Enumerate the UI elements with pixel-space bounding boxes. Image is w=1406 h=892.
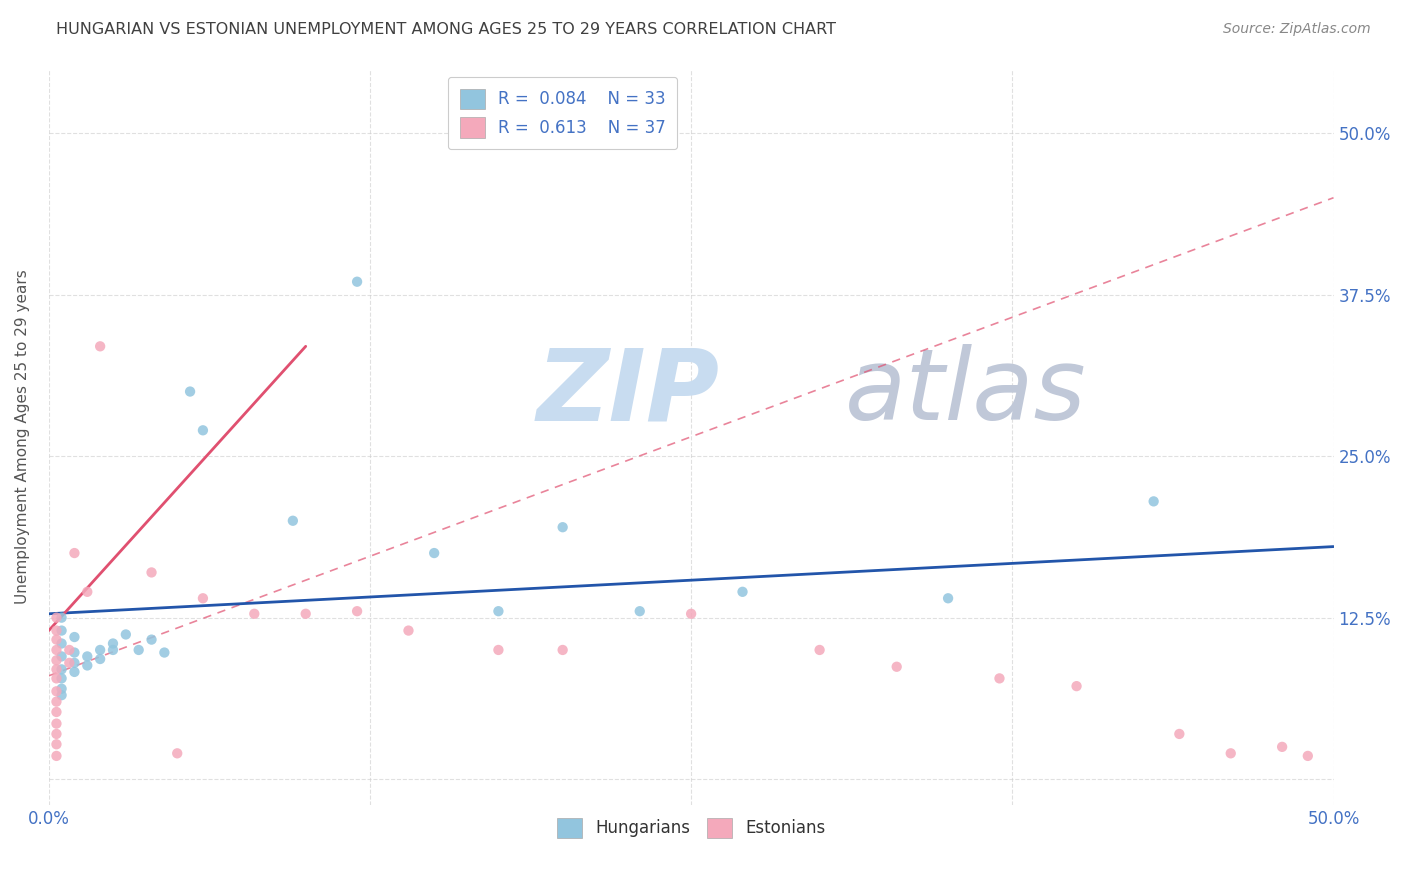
- Point: [63, 546, 86, 560]
- Point: [179, 384, 201, 399]
- Point: [58, 643, 80, 657]
- Point: [243, 607, 266, 621]
- Point: [128, 643, 150, 657]
- Point: [51, 688, 73, 702]
- Point: [294, 607, 316, 621]
- Point: [153, 646, 176, 660]
- Point: [45, 662, 67, 676]
- Point: [936, 591, 959, 606]
- Point: [191, 591, 214, 606]
- Point: [141, 566, 163, 580]
- Text: ZIP: ZIP: [537, 344, 720, 441]
- Point: [45, 610, 67, 624]
- Point: [45, 672, 67, 686]
- Point: [1271, 739, 1294, 754]
- Point: [45, 695, 67, 709]
- Point: [76, 649, 98, 664]
- Point: [423, 546, 446, 560]
- Point: [51, 662, 73, 676]
- Point: [191, 423, 214, 437]
- Point: [45, 716, 67, 731]
- Text: HUNGARIAN VS ESTONIAN UNEMPLOYMENT AMONG AGES 25 TO 29 YEARS CORRELATION CHART: HUNGARIAN VS ESTONIAN UNEMPLOYMENT AMONG…: [56, 22, 837, 37]
- Point: [51, 610, 73, 624]
- Point: [808, 643, 831, 657]
- Point: [101, 643, 124, 657]
- Point: [45, 653, 67, 667]
- Point: [63, 630, 86, 644]
- Point: [398, 624, 420, 638]
- Point: [1066, 679, 1088, 693]
- Point: [51, 624, 73, 638]
- Point: [1143, 494, 1166, 508]
- Point: [45, 643, 67, 657]
- Point: [89, 652, 111, 666]
- Point: [45, 727, 67, 741]
- Point: [551, 643, 574, 657]
- Point: [51, 636, 73, 650]
- Point: [45, 632, 67, 647]
- Point: [76, 658, 98, 673]
- Point: [76, 584, 98, 599]
- Point: [45, 705, 67, 719]
- Point: [681, 607, 703, 621]
- Point: [114, 627, 136, 641]
- Point: [486, 643, 509, 657]
- Point: [988, 672, 1011, 686]
- Point: [1168, 727, 1191, 741]
- Point: [101, 636, 124, 650]
- Legend: Hungarians, Estonians: Hungarians, Estonians: [550, 811, 832, 845]
- Point: [63, 665, 86, 679]
- Point: [346, 275, 368, 289]
- Y-axis label: Unemployment Among Ages 25 to 29 years: Unemployment Among Ages 25 to 29 years: [15, 269, 30, 604]
- Point: [731, 584, 754, 599]
- Point: [58, 656, 80, 670]
- Point: [51, 681, 73, 696]
- Point: [89, 339, 111, 353]
- Point: [45, 684, 67, 698]
- Point: [63, 646, 86, 660]
- Point: [551, 520, 574, 534]
- Point: [1219, 747, 1241, 761]
- Point: [166, 747, 188, 761]
- Point: [51, 649, 73, 664]
- Point: [486, 604, 509, 618]
- Point: [63, 656, 86, 670]
- Point: [628, 604, 651, 618]
- Point: [886, 659, 908, 673]
- Point: [89, 643, 111, 657]
- Point: [51, 672, 73, 686]
- Point: [346, 604, 368, 618]
- Point: [141, 632, 163, 647]
- Point: [45, 748, 67, 763]
- Point: [45, 737, 67, 751]
- Text: Source: ZipAtlas.com: Source: ZipAtlas.com: [1223, 22, 1371, 37]
- Point: [1296, 748, 1319, 763]
- Point: [281, 514, 304, 528]
- Text: atlas: atlas: [845, 344, 1087, 441]
- Point: [45, 624, 67, 638]
